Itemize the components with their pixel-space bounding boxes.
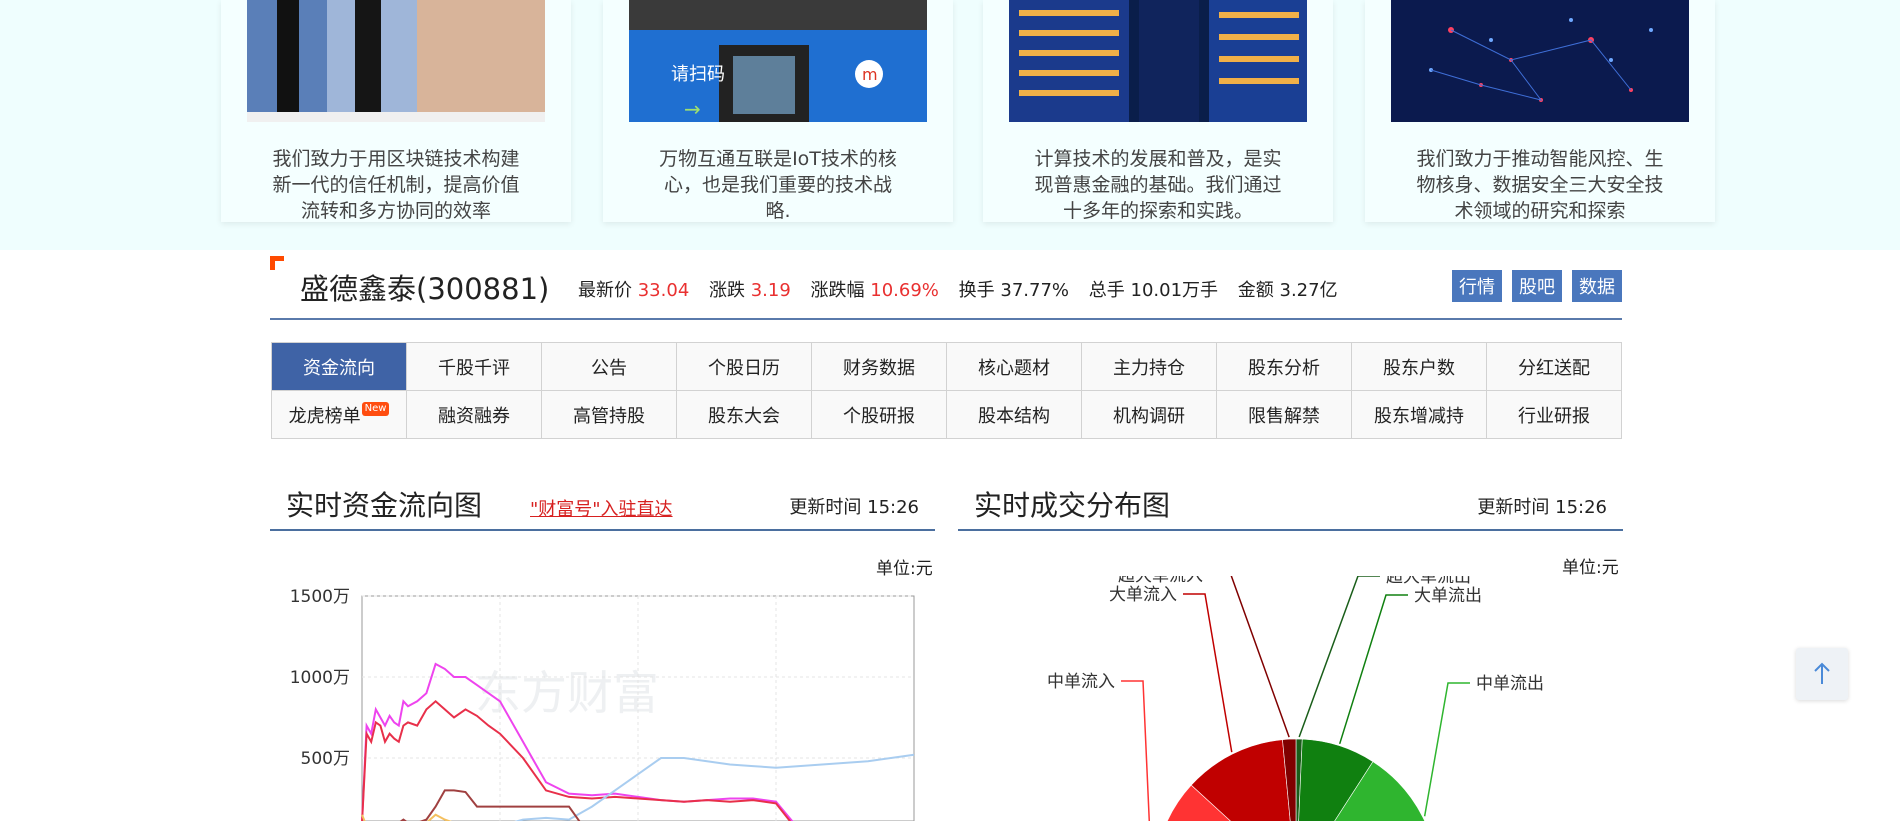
market-button[interactable]: 行情 (1452, 270, 1502, 302)
svg-text:m: m (862, 65, 878, 84)
card-text: 我们致力于推动智能风控、生 物核身、数据安全三大安全技 术领域的研究和探索 (1416, 148, 1664, 222)
pie-slice-2 (1334, 761, 1425, 821)
fund-flow-chart: 东方财富 1500万1000万500万0-500万 (290, 587, 915, 821)
card-image-servers (1009, 0, 1307, 122)
quote-value-price: 33.04 (637, 280, 690, 301)
trade-dist-title: 实时成交分布图 (974, 489, 1171, 522)
series-line-2 (514, 753, 915, 821)
data-button[interactable]: 数据 (1572, 270, 1622, 302)
quote-label-change-pct: 涨跌幅 (810, 280, 865, 301)
pie-leader-line (1121, 680, 1151, 821)
quote-label-amount: 金额 (1237, 280, 1274, 301)
corner-marker (270, 256, 284, 270)
card-image-blockchain (247, 0, 545, 122)
card-text: 我们致力于用区块链技术构建 新一代的信任机制，提高价值 流转和多方协同的效率 (272, 148, 520, 222)
stock-name[interactable]: 盛德鑫泰(300881) (300, 272, 550, 306)
pie-slice-7 (1282, 738, 1297, 821)
pie-leader-line (1338, 594, 1408, 745)
fund-flow-unit: 单位:元 (876, 559, 933, 579)
pie-label: 大单流出 (1414, 586, 1482, 606)
quote-value-change-pct: 10.69% (870, 280, 939, 301)
nav-financial-data[interactable]: 财务数据 (811, 342, 947, 391)
card-text: 万物互通互联是IoT技术的核 心，也是我们重要的技术战 略. (659, 148, 897, 222)
pie-slice-5 (1167, 784, 1231, 821)
nav-holding-change[interactable]: 股东增减持 (1351, 390, 1487, 439)
quote-buttons: 行情 股吧 数据 (1452, 270, 1622, 302)
stock-header: 盛德鑫泰(300881) 最新价 33.04 涨跌 3.19 涨跌幅 10.69… (270, 256, 1622, 320)
nav-announcement[interactable]: 公告 (541, 342, 677, 391)
nav-lockup-release[interactable]: 限售解禁 (1216, 390, 1352, 439)
fund-flow-header: 实时资金流向图 "财富号"入驻直达 更新时间 15:26 (270, 479, 935, 531)
nav-share-structure[interactable]: 股本结构 (946, 390, 1082, 439)
card-text: 计算技术的发展和普及，是实 现普惠金融的基础。我们通过 十多年的探索和实践。 (1034, 148, 1282, 222)
fortune-link[interactable]: "财富号"入驻直达 (530, 499, 673, 520)
nav-research-report[interactable]: 个股研报 (811, 390, 947, 439)
quote-label-turnover: 换手 (958, 280, 995, 301)
trade-dist-update-time: 更新时间 15:26 (1477, 497, 1607, 518)
trade-dist-unit: 单位:元 (1562, 558, 1619, 578)
y-tick-label: 1500万 (290, 587, 350, 607)
quote-label-price: 最新价 (578, 280, 632, 301)
trade-dist-header: 实时成交分布图 更新时间 15:26 (958, 479, 1623, 531)
svg-text:请扫码: 请扫码 (671, 64, 725, 85)
product-card-iot[interactable]: 请扫码 m → 万物互通互联是IoT技术的核 心，也是我们重要的技术战 略. (603, 0, 953, 222)
quote-label-volume: 总手 (1088, 280, 1125, 301)
series-line-0 (361, 662, 794, 821)
nav-stock-calendar[interactable]: 个股日历 (676, 342, 812, 391)
nav-fund-flow[interactable]: 资金流向 (271, 342, 407, 391)
pie-label: 大单流入 (1109, 585, 1177, 605)
back-to-top-button[interactable] (1796, 648, 1848, 700)
nav-shareholder-count[interactable]: 股东户数 (1351, 342, 1487, 391)
nav-dragon-tiger-label: 龙虎榜单 (288, 405, 361, 427)
stock-nav-grid: 资金流向 千股千评 公告 个股日历 财务数据 核心题材 主力持仓 股东分析 股东… (271, 342, 1622, 439)
pie-leader-line (1298, 576, 1380, 738)
fund-flow-update-time: 更新时间 15:26 (789, 497, 919, 518)
quote-value-turnover: 37.77% (1000, 280, 1070, 301)
pie-label: 超大单流入 (1118, 576, 1203, 586)
product-card-blockchain[interactable]: 我们致力于用区块链技术构建 新一代的信任机制，提高价值 流转和多方协同的效率 (221, 0, 571, 222)
nav-margin-trading[interactable]: 融资融券 (406, 390, 542, 439)
pie-leader-line (1183, 593, 1233, 753)
nav-industry-report[interactable]: 行业研报 (1486, 390, 1622, 439)
nav-institution-research[interactable]: 机构调研 (1081, 390, 1217, 439)
arrow-up-icon (1814, 662, 1830, 684)
pie-slice-6 (1190, 739, 1291, 821)
nav-stock-review[interactable]: 千股千评 (406, 342, 542, 391)
nav-shareholder-meeting[interactable]: 股东大会 (676, 390, 812, 439)
forum-button[interactable]: 股吧 (1512, 270, 1562, 302)
nav-main-holdings[interactable]: 主力持仓 (1081, 342, 1217, 391)
y-tick-label: 1000万 (290, 668, 350, 688)
series-line-4 (399, 789, 581, 821)
fund-flow-title: 实时资金流向图 (286, 489, 483, 522)
quote-value-volume: 10.01万手 (1130, 280, 1219, 301)
pie-label: 中单流出 (1476, 674, 1544, 694)
nav-shareholder-analysis[interactable]: 股东分析 (1216, 342, 1352, 391)
product-card-security[interactable]: 我们致力于推动智能风控、生 物核身、数据安全三大安全技 术领域的研究和探索 (1365, 0, 1715, 222)
stock-quote: 最新价 33.04 涨跌 3.19 涨跌幅 10.69% 换手 37.77% 总… (578, 276, 1352, 302)
nav-executive-holdings[interactable]: 高管持股 (541, 390, 677, 439)
pie-leader-line (1230, 576, 1290, 738)
pie-label: 超大单流出 (1386, 576, 1471, 587)
card-image-iot: 请扫码 m → (629, 0, 927, 122)
new-badge: New (361, 401, 390, 416)
watermark: 东方财富 (475, 666, 659, 720)
product-card-computing[interactable]: 计算技术的发展和普及，是实 现普惠金融的基础。我们通过 十多年的探索和实践。 (983, 0, 1333, 222)
y-tick-label: 500万 (301, 749, 350, 769)
nav-dragon-tiger[interactable]: 龙虎榜单 New (271, 390, 407, 439)
series-line-1 (361, 699, 792, 821)
svg-text:→: → (684, 97, 701, 121)
nav-core-theme[interactable]: 核心题材 (946, 342, 1082, 391)
quote-label-change: 涨跌 (709, 280, 745, 301)
quote-value-amount: 3.27亿 (1279, 280, 1338, 301)
card-image-network (1391, 0, 1689, 122)
quote-value-change: 3.19 (750, 280, 791, 301)
pie-label: 中单流入 (1047, 672, 1115, 692)
nav-dividend[interactable]: 分红送配 (1486, 342, 1622, 391)
pie-leader-line (1423, 682, 1470, 817)
